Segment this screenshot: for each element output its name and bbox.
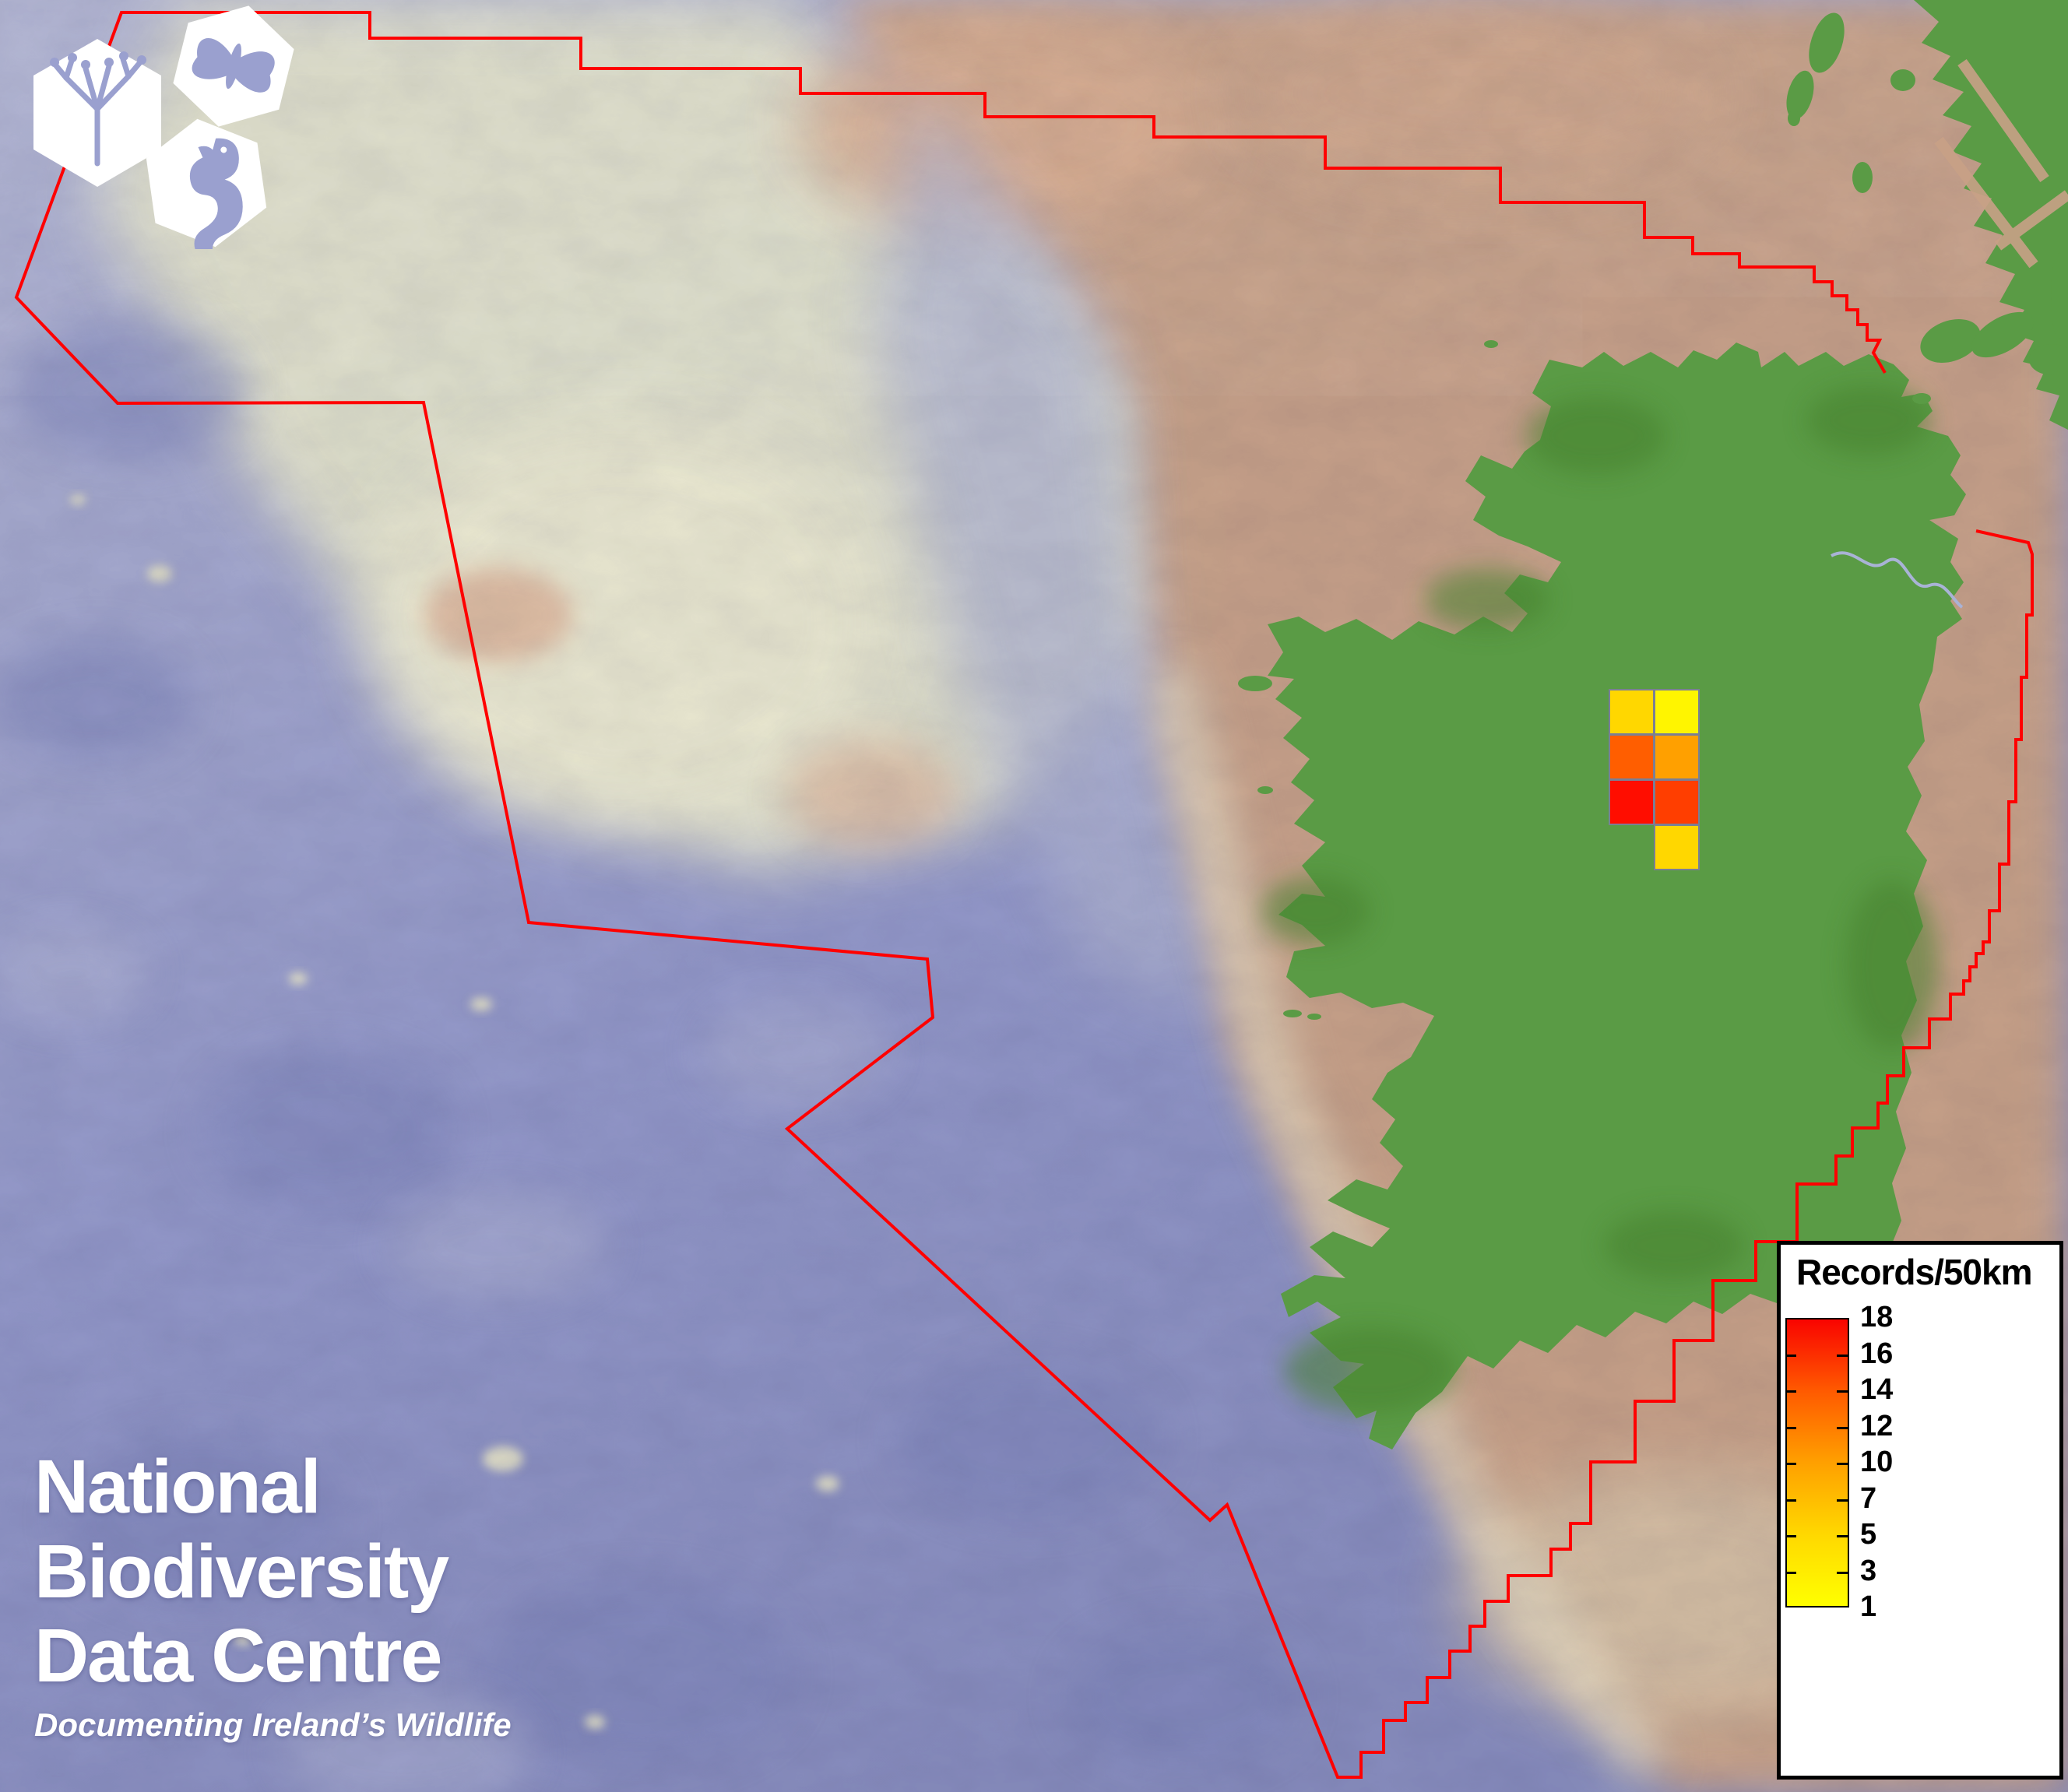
legend-tick-label: 16 — [1860, 1339, 1893, 1369]
records-grid-cell[interactable] — [1654, 689, 1700, 735]
butterfly-icon — [166, 0, 302, 140]
records-grid-cell[interactable] — [1654, 734, 1700, 780]
legend-tick-label: 7 — [1860, 1484, 1876, 1513]
legend-tick-mark — [1837, 1427, 1848, 1429]
legend-tick-mark — [1837, 1572, 1848, 1574]
legend-tick-label: 18 — [1860, 1302, 1893, 1332]
logo-tagline: Documenting Ireland’s Wildlife — [34, 1706, 512, 1744]
legend-tick-label: 12 — [1860, 1411, 1893, 1441]
legend-tick-mark — [1787, 1355, 1796, 1357]
legend-tick-label: 1 — [1860, 1592, 1876, 1622]
records-grid-cell[interactable] — [1654, 824, 1700, 870]
legend-tick-mark — [1787, 1463, 1796, 1465]
legend-tick-mark — [1837, 1535, 1848, 1537]
records-grid-cell[interactable] — [1654, 779, 1700, 825]
legend-box: Records/50km 18 16 14 12 10 7 5 3 1 — [1777, 1241, 2063, 1780]
legend-tick-label: 3 — [1860, 1556, 1876, 1586]
legend-tick-label: 10 — [1860, 1447, 1893, 1477]
logo-hexagons — [0, 0, 327, 249]
legend-title: Records/50km — [1796, 1251, 2032, 1293]
legend-tick-mark — [1787, 1535, 1796, 1537]
legend-tick-label: 5 — [1860, 1520, 1876, 1549]
logo-line-3: Data Centre — [34, 1614, 512, 1699]
map-canvas: National Biodiversity Data Centre Docume… — [0, 0, 2068, 1792]
legend-tick-label: 14 — [1860, 1375, 1893, 1404]
nbdc-logo: National Biodiversity Data Centre Docume… — [34, 1445, 512, 1744]
legend-tick-mark — [1837, 1499, 1848, 1502]
plant-umbel-icon — [33, 39, 161, 187]
logo-line-2: Biodiversity — [34, 1530, 512, 1615]
legend-tick-mark — [1837, 1390, 1848, 1393]
records-grid-cell[interactable] — [1609, 734, 1655, 780]
legend-tick-mark — [1837, 1463, 1848, 1465]
legend-tick-mark — [1787, 1427, 1796, 1429]
legend-tick-mark — [1787, 1390, 1796, 1393]
legend-tick-mark — [1787, 1572, 1796, 1574]
records-grid-cell[interactable] — [1609, 689, 1655, 735]
records-grid-cell[interactable] — [1609, 779, 1655, 825]
legend-tick-mark — [1837, 1355, 1848, 1357]
legend-tick-mark — [1787, 1499, 1796, 1502]
seahorse-icon — [142, 111, 273, 249]
logo-line-1: National — [34, 1445, 512, 1530]
